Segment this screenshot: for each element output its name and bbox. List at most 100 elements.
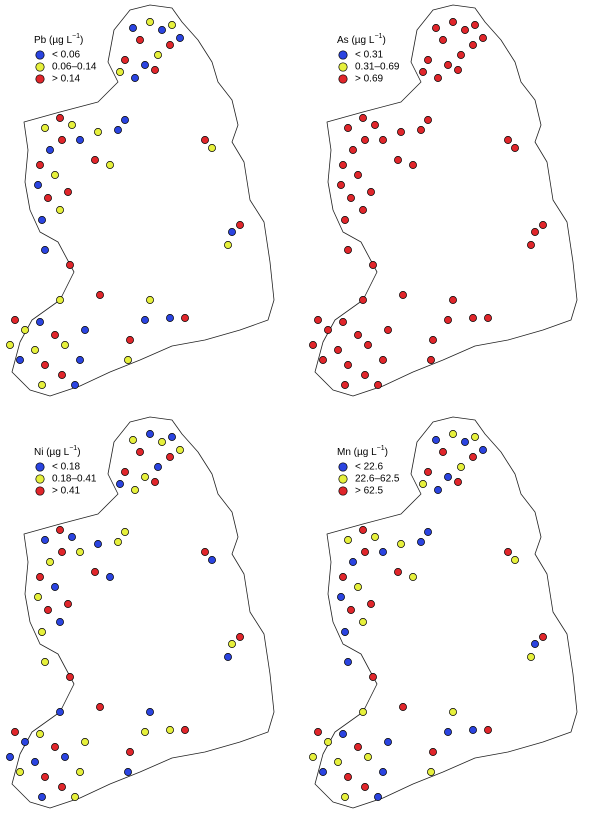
sample-site	[539, 633, 547, 641]
sample-site	[121, 56, 129, 64]
sample-site	[469, 41, 477, 49]
sample-site	[359, 526, 367, 534]
sample-site	[344, 246, 352, 254]
sample-site	[427, 768, 435, 776]
sample-site	[34, 593, 42, 601]
sample-site	[309, 753, 317, 761]
sample-site	[504, 548, 512, 556]
sample-site	[76, 136, 84, 144]
sample-site	[339, 573, 347, 581]
sample-site	[427, 356, 435, 364]
sample-site	[61, 341, 69, 349]
sample-site	[11, 316, 19, 324]
sample-site	[399, 703, 407, 711]
sample-site	[454, 478, 462, 486]
sample-site	[384, 738, 392, 746]
sample-site	[341, 793, 349, 801]
sample-site	[471, 21, 479, 29]
sample-site	[41, 246, 49, 254]
sample-site	[38, 381, 46, 389]
sample-site	[21, 738, 29, 746]
sample-site	[457, 51, 465, 59]
legend-title-close: )	[385, 447, 388, 458]
coastline	[314, 416, 578, 809]
sample-site	[359, 618, 367, 626]
sample-site	[429, 748, 437, 756]
sample-site	[371, 121, 379, 129]
sample-site	[201, 548, 209, 556]
sample-site	[51, 743, 59, 751]
sample-site	[417, 538, 425, 546]
sample-site	[208, 556, 216, 564]
sample-site	[531, 640, 539, 648]
sample-site	[41, 536, 49, 544]
sample-site	[31, 758, 39, 766]
sample-site	[166, 453, 174, 461]
sample-site	[56, 708, 64, 716]
legend-title-text: As (µg L	[337, 35, 375, 46]
sample-site	[339, 730, 347, 738]
legend-title: Ni (µg L−1)	[34, 445, 81, 458]
sample-site	[359, 206, 367, 214]
sample-site	[527, 241, 535, 249]
sample-site	[369, 261, 377, 269]
sample-site	[339, 161, 347, 169]
sample-site	[201, 136, 209, 144]
sample-site	[511, 144, 519, 152]
sample-site	[344, 658, 352, 666]
sample-site	[96, 703, 104, 711]
legend-title: Pb (µg L−1)	[34, 33, 83, 46]
sample-site	[469, 726, 477, 734]
sample-site	[319, 356, 327, 364]
sample-site	[424, 56, 432, 64]
sample-site	[91, 156, 99, 164]
sample-site	[56, 526, 64, 534]
sample-site	[121, 468, 129, 476]
sample-site	[44, 194, 52, 202]
sample-site	[354, 171, 362, 179]
sample-site	[36, 318, 44, 326]
sample-site	[168, 433, 176, 441]
sample-site	[364, 341, 372, 349]
legend-swatch	[338, 50, 348, 60]
sample-site	[419, 68, 427, 76]
sample-site	[531, 228, 539, 236]
sample-site	[367, 188, 375, 196]
sample-site	[344, 773, 352, 781]
sample-site	[367, 600, 375, 608]
sample-site	[434, 486, 442, 494]
sample-site	[34, 181, 42, 189]
legend-label: > 0.41	[52, 486, 81, 497]
sample-site	[471, 433, 479, 441]
sample-site	[314, 316, 322, 324]
sample-site	[56, 296, 64, 304]
sample-site	[31, 346, 39, 354]
sample-site	[527, 653, 535, 661]
coastline	[314, 4, 578, 397]
sample-site	[424, 468, 432, 476]
sample-site	[146, 708, 154, 716]
legend-title: Mn (µg L−1)	[337, 445, 388, 458]
sample-site	[76, 768, 84, 776]
sample-site	[146, 430, 154, 438]
legend-swatch	[35, 474, 45, 484]
sample-site	[154, 51, 162, 59]
sample-site	[424, 116, 432, 124]
legend-title-exponent: −1	[374, 33, 382, 40]
coastline	[11, 416, 275, 809]
sample-site	[354, 331, 362, 339]
sample-site	[454, 66, 462, 74]
sample-site	[314, 728, 322, 736]
sample-site	[41, 124, 49, 132]
sample-site	[68, 121, 76, 129]
sample-site	[124, 768, 132, 776]
sample-site	[337, 181, 345, 189]
sample-site	[36, 161, 44, 169]
legend-label: 0.31–0.69	[355, 62, 400, 73]
sample-site	[394, 568, 402, 576]
sample-site	[38, 793, 46, 801]
sample-site	[394, 156, 402, 164]
sample-site	[126, 748, 134, 756]
sample-site	[397, 540, 405, 548]
legend-swatch	[35, 486, 45, 496]
